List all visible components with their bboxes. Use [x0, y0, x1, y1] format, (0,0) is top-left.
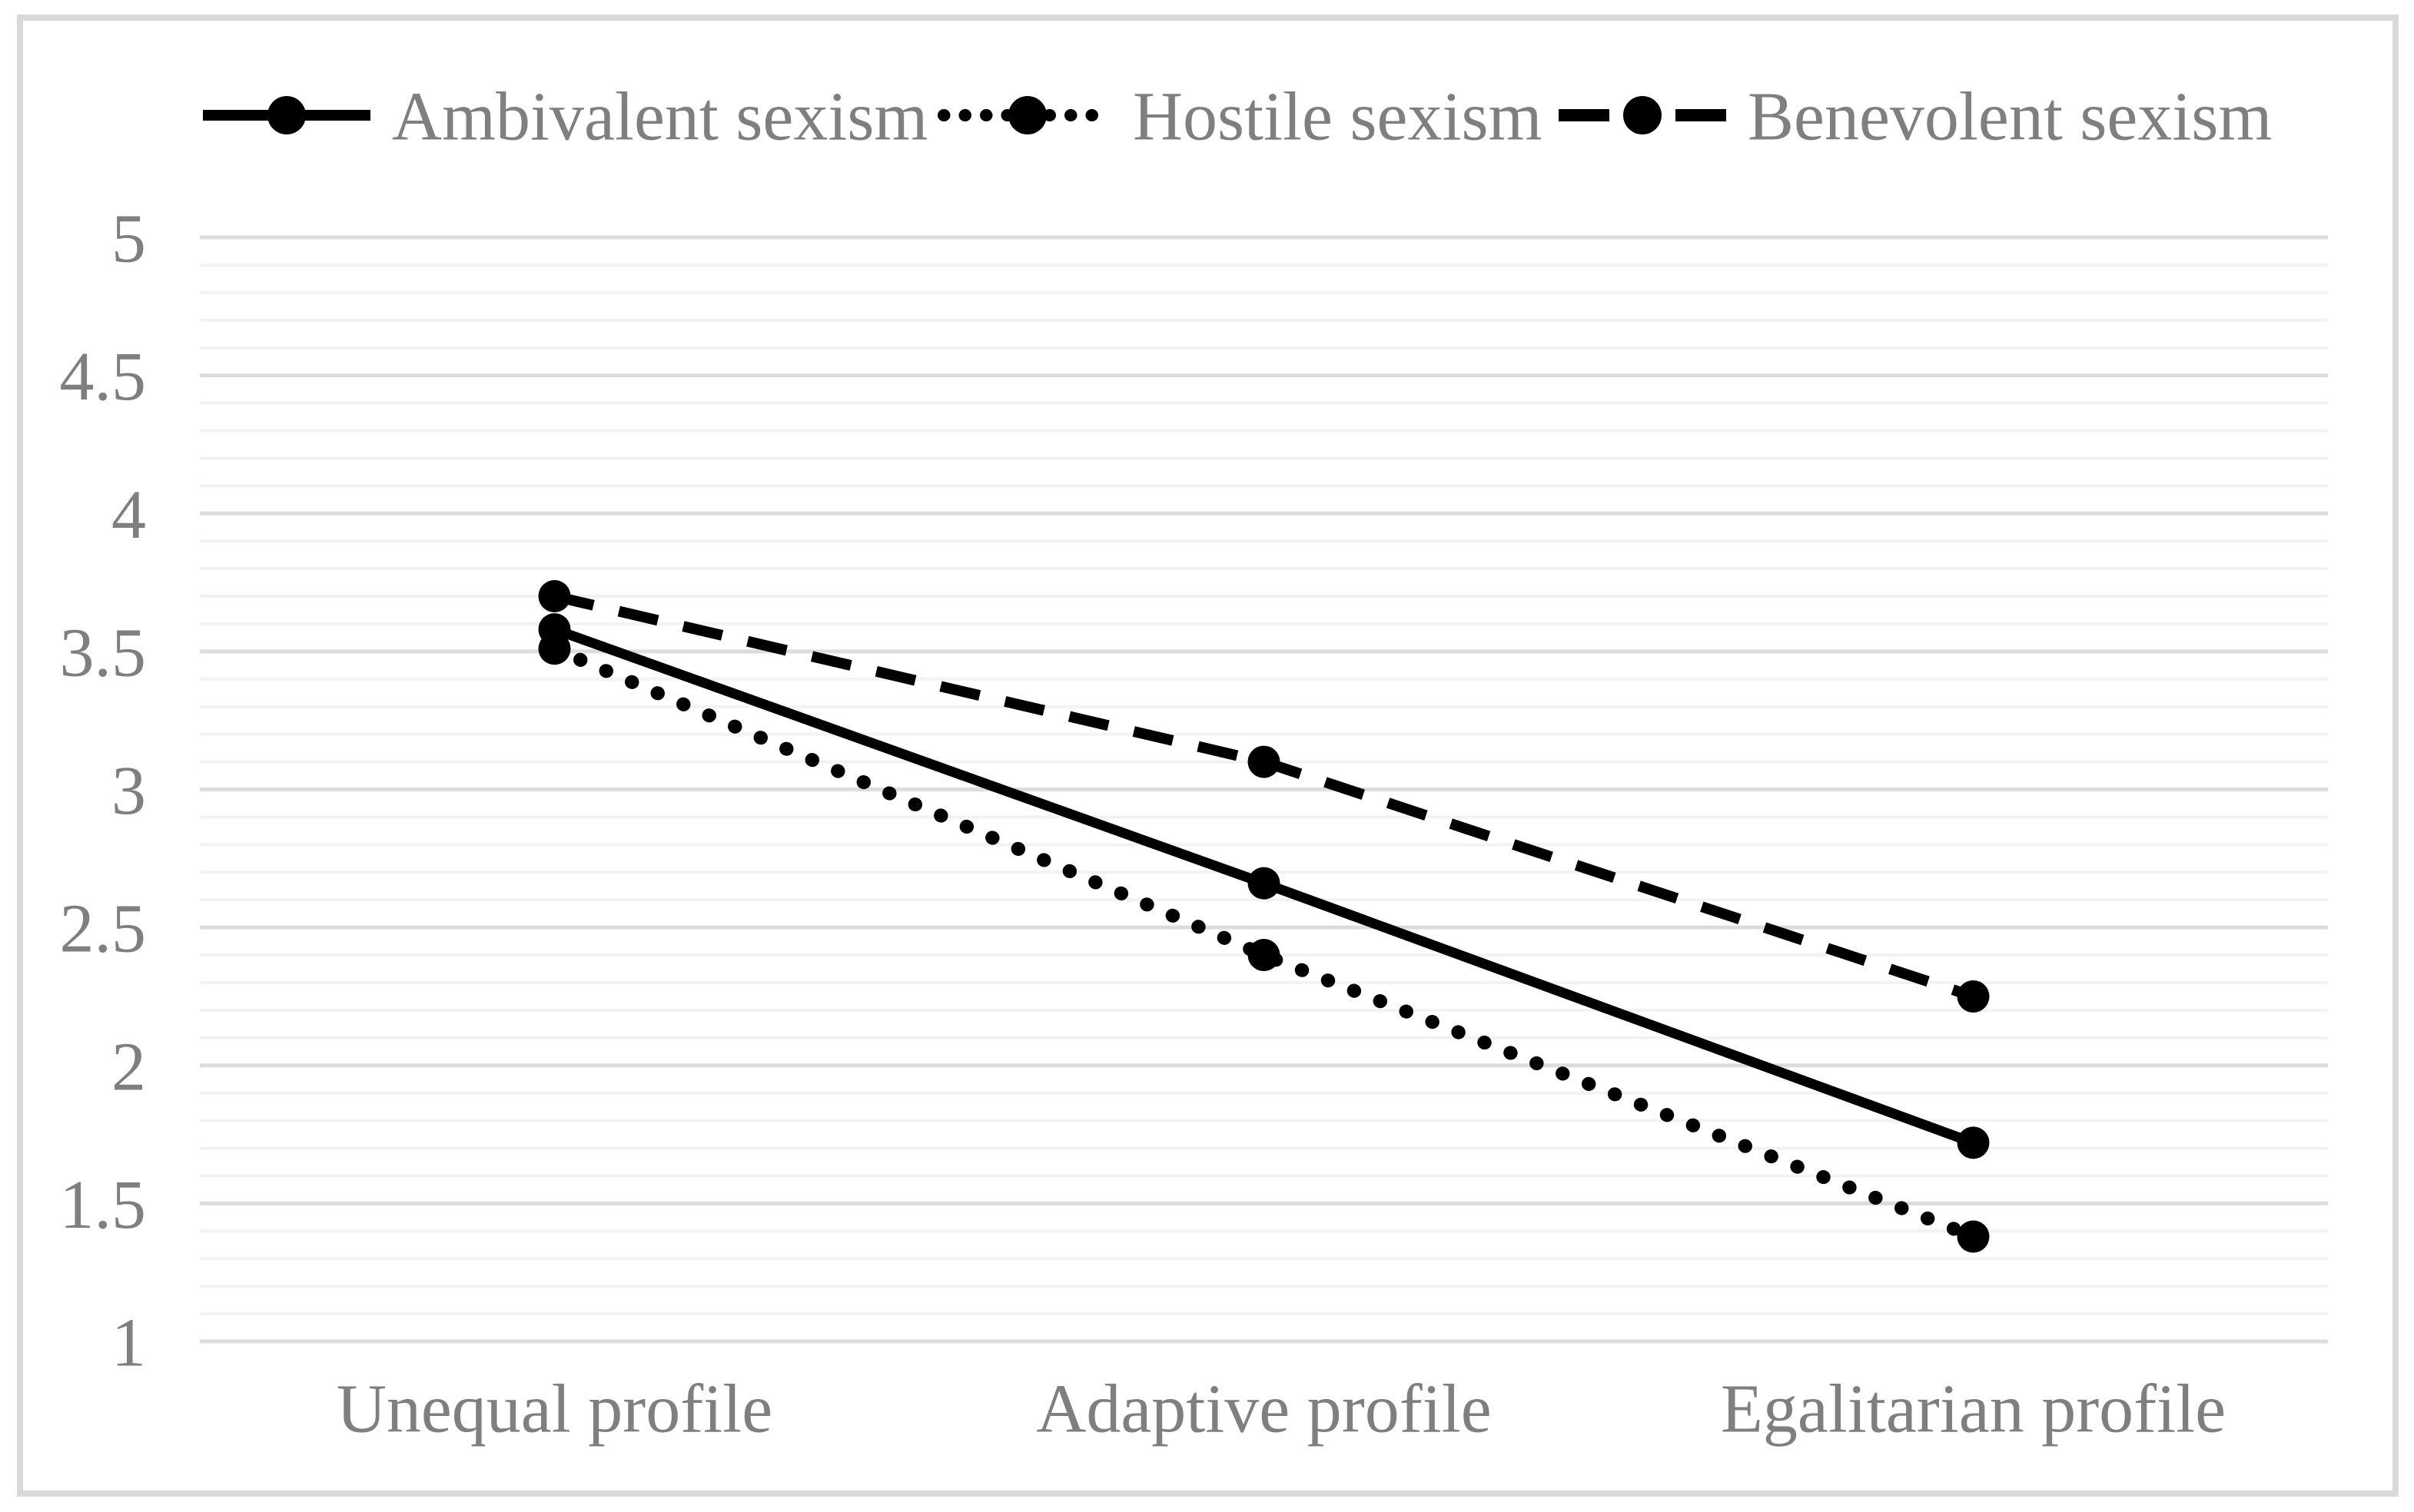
legend-item-ambivalent-sexism: Ambivalent sexism: [203, 79, 928, 155]
data-point-markers: [538, 580, 1990, 1253]
y-tick-label-2: 2: [111, 1029, 146, 1105]
y-axis-tick-labels: 5 4.5 4 3.5 3 2.5 2 1.5 1: [60, 201, 147, 1381]
y-tick-label-4.5: 4.5: [60, 339, 147, 415]
legend-label-ambivalent-sexism: Ambivalent sexism: [392, 79, 928, 155]
x-category-label-unequal-profile: Unequal profile: [337, 1371, 772, 1447]
data-point-benevolent-sexism-egalitarian-profile: [1957, 980, 1990, 1013]
x-category-label-adaptive-profile: Adaptive profile: [1036, 1371, 1491, 1447]
data-point-hostile-sexism-unequal-profile: [538, 632, 571, 665]
data-point-ambivalent-sexism-egalitarian-profile: [1957, 1126, 1990, 1159]
x-axis-category-labels: Unequal profile Adaptive profile Egalitari…: [337, 1371, 2226, 1447]
legend-item-hostile-sexism: Hostile sexism: [938, 79, 1542, 155]
legend-marker-circle: [1008, 96, 1047, 134]
y-tick-label-2.5: 2.5: [60, 891, 147, 967]
major-gridlines: [200, 235, 2328, 1344]
legend-label-hostile-sexism: Hostile sexism: [1133, 79, 1542, 155]
data-point-ambivalent-sexism-adaptive-profile: [1247, 867, 1280, 900]
legend-label-benevolent-sexism: Benevolent sexism: [1748, 79, 2272, 155]
data-point-benevolent-sexism-adaptive-profile: [1247, 745, 1280, 778]
legend-item-benevolent-sexism: Benevolent sexism: [1559, 79, 2272, 155]
y-tick-label-1: 1: [111, 1305, 146, 1381]
series-line-hostile-sexism: [547, 642, 1981, 1244]
data-point-hostile-sexism-egalitarian-profile: [1957, 1220, 1990, 1253]
data-point-benevolent-sexism-unequal-profile: [538, 580, 571, 613]
y-tick-label-1.5: 1.5: [60, 1167, 147, 1243]
x-category-label-egalitarian-profile: Egalitarian profile: [1721, 1371, 2226, 1447]
y-tick-label-4: 4: [111, 477, 146, 553]
data-point-hostile-sexism-adaptive-profile: [1247, 939, 1280, 972]
y-tick-label-3.5: 3.5: [60, 615, 147, 691]
legend-marker-circle: [267, 96, 306, 134]
y-tick-label-5: 5: [111, 201, 146, 277]
chart-border: [17, 15, 2399, 1497]
y-tick-label-3: 3: [111, 753, 146, 829]
legend-marker-circle: [1623, 96, 1662, 134]
legend: Ambivalent sexism Hostile sexism Benevolen…: [203, 79, 2272, 155]
